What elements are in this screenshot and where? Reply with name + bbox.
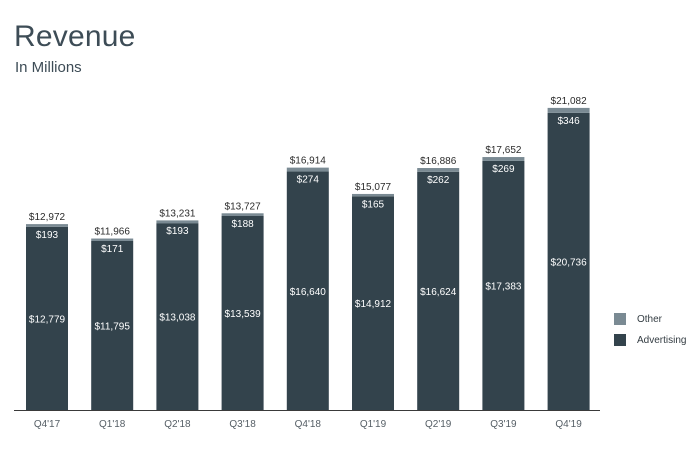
advertising-label-4: $16,640 [290,287,327,298]
bar-other-3 [221,213,264,216]
bar-advertising-7 [482,160,525,410]
legend-item-advertising: Advertising [614,333,686,347]
x-tick-label-1: Q1'18 [99,419,126,430]
other-label-3: $188 [231,219,254,230]
advertising-label-3: $13,539 [225,309,262,320]
bar-other-2 [156,220,199,224]
legend-item-other: Other [614,312,686,326]
bar-advertising-8 [547,112,590,410]
advertising-label-6: $16,624 [420,287,457,298]
x-tick-label-4: Q4'18 [295,419,322,430]
other-label-0: $193 [36,230,59,241]
total-label-3: $13,727 [225,201,262,212]
bar-advertising-3 [221,215,264,410]
advertising-label-7: $17,383 [485,281,522,292]
bar-other-7 [482,157,525,161]
advertising-label-5: $14,912 [355,299,392,310]
total-label-0: $12,972 [29,212,66,223]
x-tick-label-0: Q4'17 [34,419,61,430]
x-tick-label-3: Q3'18 [229,419,256,430]
bar-advertising-2 [156,223,199,410]
bar-other-0 [26,224,68,227]
legend-label-advertising: Advertising [637,334,687,346]
chart-subtitle: In Millions [15,59,82,76]
legend: Other Advertising [614,312,686,354]
bar-other-1 [91,238,134,241]
legend-label-other: Other [637,313,663,325]
other-label-1: $171 [101,244,124,255]
total-label-2: $13,231 [159,208,196,219]
advertising-label-1: $11,795 [94,321,130,332]
chart-title: Revenue [14,20,136,53]
advertising-label-0: $12,779 [29,314,66,325]
x-tick-label-2: Q2'18 [164,419,191,430]
total-label-4: $16,914 [290,156,327,167]
total-label-6: $16,886 [420,156,457,167]
bar-other-4 [286,167,329,172]
other-label-2: $193 [166,226,189,237]
total-label-1: $11,966 [94,227,130,238]
bar-advertising-4 [286,171,329,410]
bar-advertising-1 [91,240,134,410]
bar-advertising-6 [417,171,460,410]
total-label-8: $21,082 [551,96,588,107]
advertising-label-8: $20,736 [551,257,588,268]
x-tick-label-8: Q4'19 [555,419,582,430]
other-label-7: $269 [492,164,515,175]
x-tick-label-5: Q1'19 [360,419,387,430]
other-label-8: $346 [557,116,580,127]
other-label-4: $274 [297,175,320,186]
legend-swatch-other [614,313,626,325]
x-tick-label-6: Q2'19 [425,419,452,430]
bar-other-8 [547,107,590,113]
x-tick-label-7: Q3'19 [490,419,517,430]
other-label-6: $262 [427,175,450,186]
total-label-5: $15,077 [355,182,392,193]
bar-advertising-0 [26,226,68,410]
advertising-label-2: $13,038 [159,313,196,324]
bar-other-5 [352,193,394,197]
bar-other-6 [417,168,460,172]
total-label-7: $17,652 [485,145,522,156]
bar-advertising-5 [352,196,394,410]
other-label-5: $165 [362,199,385,210]
legend-swatch-advertising [614,334,626,346]
